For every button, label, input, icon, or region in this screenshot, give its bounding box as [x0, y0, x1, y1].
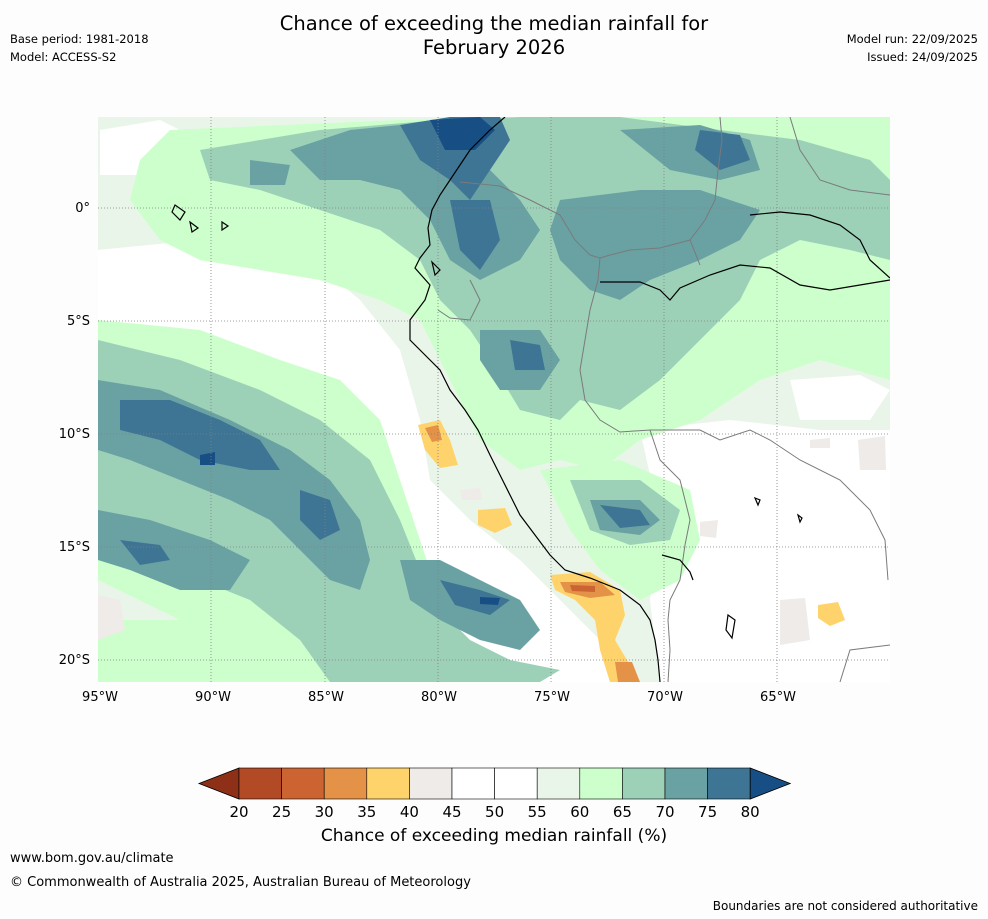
- colorbar-swatch: [323, 767, 368, 800]
- lat-label-20s: 20°S: [59, 653, 90, 668]
- colorbar-tick-label: 65: [613, 803, 632, 821]
- colorbar-tick-label: 40: [400, 803, 419, 821]
- colorbar-tick-label: 20: [229, 803, 248, 821]
- title-line-1: Chance of exceeding the median rainfall …: [279, 12, 709, 35]
- issued-date: Issued: 24/09/2025: [867, 50, 978, 64]
- footer-note: Boundaries are not considered authoritat…: [712, 899, 978, 913]
- lon-label-75w: 75°W: [534, 690, 570, 705]
- colorbar-swatch: [579, 767, 623, 800]
- colorbar-swatch: [622, 767, 666, 800]
- header-meta-left: Base period: 1981-2018 Model: ACCESS-S2: [10, 30, 149, 66]
- colorbar-tick-label: 70: [655, 803, 674, 821]
- colorbar-tick-label: 45: [442, 803, 461, 821]
- colorbar-extend-low: [197, 767, 240, 800]
- colorbar-swatch: [494, 767, 538, 800]
- colorbar-tick-label: 25: [272, 803, 291, 821]
- colorbar-tick-label: 60: [570, 803, 589, 821]
- header-meta-right: Model run: 22/09/2025 Issued: 24/09/2025: [847, 30, 978, 66]
- colorbar-tick-label: 80: [741, 803, 760, 821]
- lon-label-90w: 90°W: [195, 690, 231, 705]
- colorbar-tick-label: 75: [698, 803, 717, 821]
- coastline: [171, 117, 890, 682]
- map-panel: [98, 117, 890, 682]
- lat-label-15s: 15°S: [59, 540, 90, 555]
- lon-label-95w: 95°W: [82, 690, 118, 705]
- prob-40-45-areas: [98, 436, 886, 645]
- footer-url[interactable]: www.bom.gov.au/climate: [10, 851, 174, 866]
- colorbar-swatch: [664, 767, 708, 800]
- model-name: Model: ACCESS-S2: [10, 50, 117, 64]
- lon-label-85w: 85°W: [308, 690, 344, 705]
- colorbar-swatch: [281, 767, 325, 800]
- colorbar-swatch: [451, 767, 495, 800]
- colorbar-swatch: [238, 767, 282, 800]
- lat-label-5s: 5°S: [67, 314, 90, 329]
- colorbar-swatch: [536, 767, 581, 800]
- latitude-labels: 0° 5°S 10°S 15°S 20°S: [59, 201, 90, 668]
- base-period: Base period: 1981-2018: [10, 32, 149, 46]
- colorbar-swatch: [366, 767, 410, 800]
- colorbar-swatch: [707, 767, 751, 800]
- map-title: Chance of exceeding the median rainfall …: [0, 12, 988, 60]
- title-line-2: February 2026: [422, 36, 566, 59]
- colorbar-tick-label: 35: [357, 803, 376, 821]
- lon-label-80w: 80°W: [421, 690, 457, 705]
- lat-label-10s: 10°S: [59, 427, 90, 442]
- colorbar-tick-label: 55: [528, 803, 547, 821]
- colorbar-tick-label: 50: [485, 803, 504, 821]
- colorbar-tick-label: 30: [315, 803, 334, 821]
- lon-label-70w: 70°W: [647, 690, 683, 705]
- colorbar-title: Chance of exceeding median rainfall (%): [320, 826, 668, 846]
- graticule: [98, 117, 890, 682]
- colorbar-swatch: [409, 767, 453, 800]
- colorbar-extend-high: [749, 767, 792, 800]
- model-run-date: Model run: 22/09/2025: [846, 32, 978, 46]
- lon-label-65w: 65°W: [760, 690, 796, 705]
- footer-copyright: © Commonwealth of Australia 2025, Austra…: [10, 875, 471, 890]
- longitude-labels: 95°W 90°W 85°W 80°W 75°W 70°W 65°W: [82, 690, 796, 705]
- colorbar: 20 25 30 35 40 45 50 55 60 65 70 75 80: [197, 767, 792, 821]
- lat-label-0: 0°: [75, 201, 90, 216]
- national-borders: [437, 117, 890, 682]
